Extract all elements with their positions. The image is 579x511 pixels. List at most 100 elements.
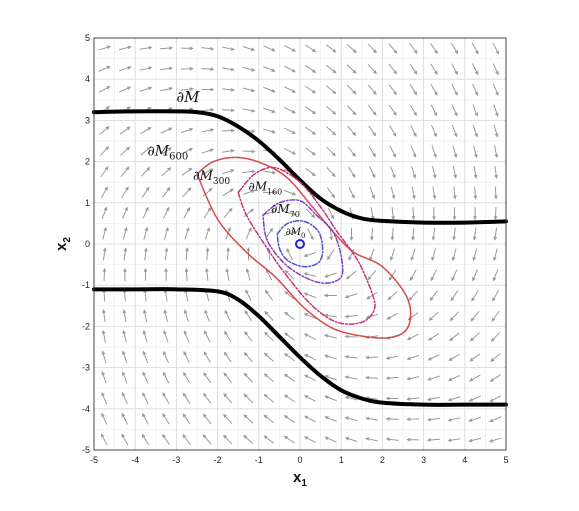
vector-field-arrow — [162, 433, 170, 445]
vector-field-arrow — [283, 415, 295, 423]
vector-field-arrow — [102, 226, 107, 240]
contour-label: ∂M0 — [286, 227, 306, 240]
vector-field-arrow — [123, 267, 127, 281]
vector-field-arrow — [162, 206, 170, 219]
vector-field-arrow — [305, 147, 317, 156]
vector-field-arrow — [263, 45, 276, 52]
vector-field-arrow — [305, 106, 317, 115]
vector-field-arrow — [451, 63, 458, 76]
vector-field-arrow — [448, 353, 460, 361]
vector-field-arrow — [344, 334, 358, 339]
vector-field-arrow — [347, 105, 357, 116]
vector-field-arrow — [283, 373, 295, 382]
vector-field-arrow — [387, 291, 398, 301]
vector-field-arrow — [160, 46, 174, 50]
vector-field-arrow — [368, 166, 376, 179]
vector-field-arrow — [325, 44, 337, 53]
vector-field-arrow — [205, 247, 210, 261]
vector-field-arrow — [284, 86, 297, 93]
contour-label-sub: 70 — [290, 210, 300, 219]
vector-field-arrow — [180, 87, 194, 91]
vector-field-arrow — [284, 127, 297, 134]
vector-field-arrow — [100, 166, 109, 178]
vector-field-arrow — [183, 350, 190, 363]
vector-field-arrow — [472, 269, 478, 282]
vector-field-arrow — [242, 189, 256, 195]
vector-field-arrow — [143, 267, 148, 281]
series-line-5 — [262, 199, 344, 284]
vector-field-arrow — [411, 227, 415, 241]
vector-field-arrow — [431, 248, 437, 262]
major-grid — [93, 37, 507, 451]
vector-field-arrow — [493, 248, 498, 262]
vector-field-arrow — [101, 391, 107, 405]
vector-field-arrow — [451, 124, 458, 138]
vector-field-arrow — [411, 207, 416, 221]
vector-field-arrow — [390, 186, 396, 200]
contour-label-main: ∂M — [176, 88, 200, 106]
vector-field-arrow — [324, 416, 337, 422]
vector-field-arrow — [221, 88, 235, 92]
vector-field-arrow — [451, 83, 458, 96]
vector-field-arrow — [101, 206, 108, 219]
vector-field-arrow — [411, 166, 417, 179]
vector-field-arrow — [493, 227, 498, 241]
vector-field-arrow — [184, 267, 189, 281]
vector-field-arrow — [346, 84, 357, 95]
vector-field-arrow — [344, 375, 358, 380]
vector-field-arrow — [389, 125, 397, 137]
vector-field-arrow — [409, 84, 418, 96]
vector-field-arrow — [307, 228, 314, 241]
vector-field-arrow — [184, 226, 190, 240]
vector-field-arrow — [143, 288, 147, 302]
vector-field-arrow — [202, 434, 212, 445]
y-tick-label: -4 — [82, 404, 90, 414]
vector-field-arrow — [102, 309, 106, 323]
vector-field-arrow — [223, 207, 233, 219]
vector-field-arrow — [101, 329, 107, 343]
vector-field-arrow — [388, 43, 398, 54]
vector-field-arrow — [121, 186, 129, 198]
vector-field-arrow — [163, 329, 169, 343]
contour-label-sub: 160 — [267, 187, 282, 196]
vector-field-arrow — [183, 206, 191, 219]
contour-label-main: ∂M — [249, 179, 268, 193]
vector-field-arrow — [203, 371, 212, 384]
vector-field-arrow — [426, 417, 440, 422]
vector-field-arrow — [447, 374, 461, 381]
y-tick-label: -2 — [82, 321, 90, 331]
vector-field-arrow — [449, 311, 459, 322]
vector-field-arrow — [344, 314, 358, 319]
vector-field-arrow — [102, 267, 107, 281]
vector-field-arrow — [303, 374, 316, 382]
y-tick-label: 1 — [85, 198, 90, 208]
vector-field-arrow — [492, 290, 500, 302]
vector-field-arrow — [141, 186, 150, 198]
vector-field-arrow — [390, 166, 396, 179]
vector-field-arrow — [303, 333, 316, 340]
vector-field-arrow — [163, 288, 168, 302]
y-tick-label: 2 — [85, 157, 90, 167]
vector-field-arrow — [431, 124, 437, 138]
vector-field-arrow — [451, 269, 458, 282]
vector-field-arrow — [471, 290, 479, 302]
vector-field-arrow — [432, 186, 437, 200]
vector-field-arrow — [244, 310, 253, 322]
vector-field-arrow — [98, 86, 111, 93]
vector-field-arrow — [326, 126, 337, 136]
vector-field-arrow — [201, 87, 215, 92]
vector-field-arrow — [494, 165, 498, 179]
vector-field-arrow — [221, 148, 235, 153]
vector-field-arrow — [472, 248, 478, 262]
vector-field-arrow — [101, 350, 107, 364]
vector-field-arrow — [123, 247, 128, 261]
vector-field-arrow — [348, 186, 355, 199]
vector-field-arrow — [284, 269, 295, 280]
vector-field-arrow — [164, 247, 169, 261]
vector-field-arrow — [369, 186, 375, 200]
vector-field-arrow — [323, 334, 337, 339]
vector-field-arrow — [365, 437, 379, 442]
vector-field-arrow — [489, 374, 501, 382]
x-tick-label: 5 — [503, 455, 508, 465]
